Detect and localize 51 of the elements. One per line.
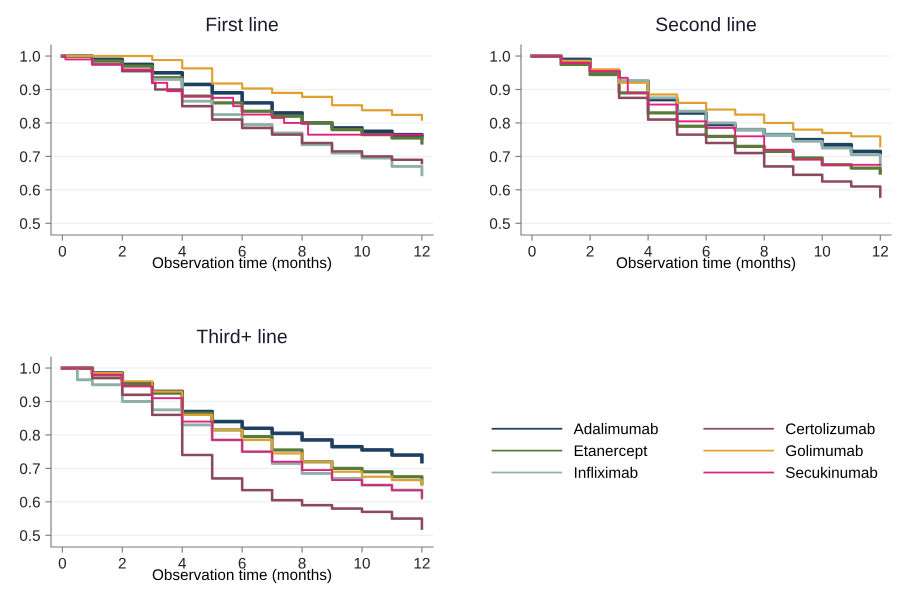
x-tick-label: 10 bbox=[354, 246, 370, 257]
legend-label: Etanercept bbox=[574, 445, 648, 460]
x-axis-title: Observation time (months) bbox=[616, 256, 796, 272]
y-tick-label: 1.0 bbox=[490, 50, 510, 62]
y-tick-label: 0.8 bbox=[20, 430, 40, 441]
y-tick-label: 0.7 bbox=[20, 463, 40, 474]
legend-label: Adalimumab bbox=[574, 423, 658, 434]
y-tick-label: 0.6 bbox=[20, 184, 40, 196]
x-tick-label: 6 bbox=[238, 246, 246, 257]
x-tick-label: 4 bbox=[644, 246, 652, 256]
y-tick-label: 1.0 bbox=[20, 362, 40, 374]
x-tick-label: 2 bbox=[118, 246, 126, 256]
x-axis-title: Observation time (months) bbox=[152, 568, 332, 584]
chart-title: First line bbox=[206, 17, 278, 32]
y-tick-label: 0.9 bbox=[490, 84, 510, 96]
x-tick-label: 0 bbox=[58, 246, 66, 257]
y-tick-label: 0.7 bbox=[20, 151, 40, 162]
x-tick-label: 0 bbox=[58, 558, 66, 569]
x-tick-label: 12 bbox=[414, 246, 430, 256]
y-tick-label: 1.0 bbox=[20, 50, 40, 62]
y-tick-label: 0.5 bbox=[20, 218, 40, 229]
legend-label: Golimumab bbox=[786, 444, 863, 456]
y-tick-label: 0.6 bbox=[490, 184, 510, 196]
y-tick-label: 0.5 bbox=[20, 530, 40, 541]
chart-title: Second line bbox=[656, 17, 756, 32]
x-tick-label: 2 bbox=[586, 246, 594, 256]
chart-title: Third+ line bbox=[196, 329, 287, 344]
x-tick-label: 10 bbox=[814, 246, 830, 257]
y-tick-label: 0.9 bbox=[20, 84, 40, 96]
y-tick-label: 0.5 bbox=[490, 218, 510, 229]
x-tick-label: 12 bbox=[872, 246, 888, 256]
y-tick-label: 0.8 bbox=[20, 118, 40, 129]
x-tick-label: 4 bbox=[178, 246, 186, 256]
x-tick-label: 6 bbox=[238, 558, 246, 569]
x-tick-label: 10 bbox=[354, 558, 370, 569]
y-tick-label: 0.7 bbox=[490, 151, 510, 162]
x-tick-label: 6 bbox=[702, 246, 710, 257]
y-tick-label: 0.6 bbox=[20, 496, 40, 508]
y-tick-label: 0.9 bbox=[20, 396, 40, 408]
x-axis-title: Observation time (months) bbox=[152, 256, 332, 272]
y-tick-label: 0.8 bbox=[490, 118, 510, 129]
x-tick-label: 4 bbox=[178, 558, 186, 568]
x-tick-label: 12 bbox=[414, 558, 430, 568]
legend-label: Infliximab bbox=[574, 466, 638, 478]
legend-label: Certolizumab bbox=[786, 423, 875, 434]
x-tick-label: 8 bbox=[298, 558, 306, 569]
x-tick-label: 8 bbox=[760, 246, 768, 257]
legend-label: Secukinumab bbox=[786, 466, 878, 478]
x-tick-label: 0 bbox=[528, 246, 536, 257]
x-tick-label: 2 bbox=[118, 558, 126, 568]
x-tick-label: 8 bbox=[298, 246, 306, 257]
